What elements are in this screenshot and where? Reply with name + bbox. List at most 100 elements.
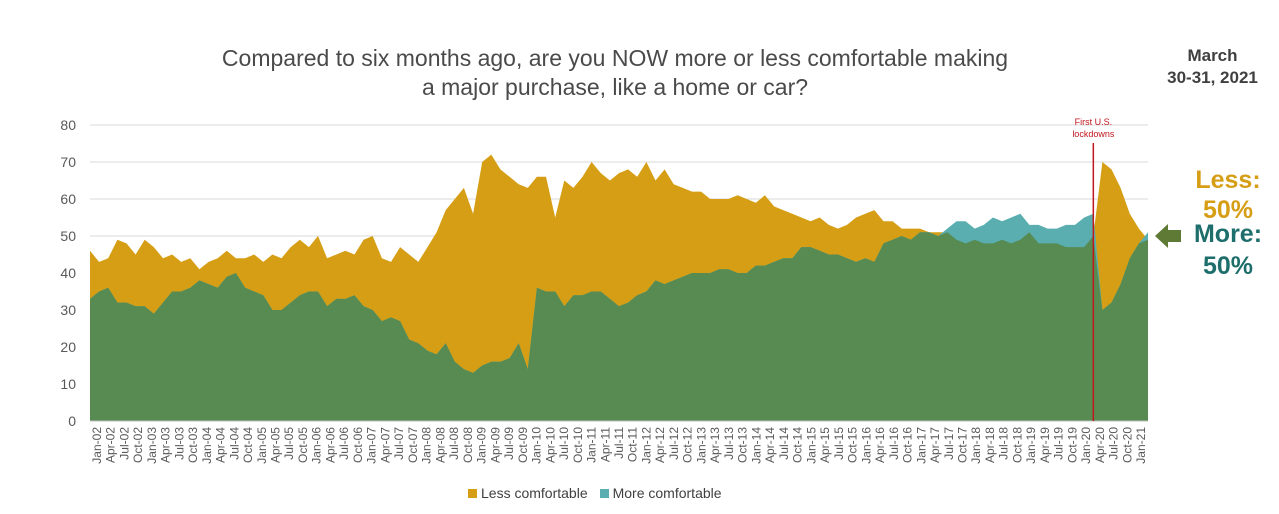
x-tick-label: Apr-11 [598, 427, 612, 462]
x-tick-label: Jan-10 [530, 427, 544, 464]
x-tick-label: Jul-18 [997, 427, 1011, 460]
chart-title: Compared to six months ago, are you NOW … [150, 44, 1080, 102]
x-tick-label: Apr-07 [378, 427, 392, 463]
overlap-area [90, 232, 1148, 421]
x-axis: Jan-02 Apr-02 Jul-02 Oct-02 Jan-03 Apr-03 Jul-… [90, 420, 1148, 464]
x-tick-label: Jul-11 [612, 427, 626, 459]
x-tick-label: Jan-19 [1024, 427, 1038, 464]
legend-swatch-more [599, 488, 609, 498]
legend-label-less: Less comfortable [481, 485, 588, 501]
x-tick-label: Jul-08 [447, 427, 461, 460]
x-tick-label: Apr-12 [653, 427, 667, 463]
arrow-icon [1155, 224, 1181, 248]
x-tick-label: Apr-05 [269, 427, 283, 463]
legend-label-more: More comfortable [612, 485, 722, 501]
y-axis-tick-labels: 0 10 20 30 40 50 60 70 80 [60, 117, 76, 429]
x-tick-label: Oct-05 [296, 427, 310, 463]
x-tick-label: Apr-08 [433, 427, 447, 463]
x-tick-label: Jan-05 [255, 427, 269, 464]
x-tick-label: Apr-14 [763, 427, 777, 463]
x-tick-label: Jan-21 [1134, 427, 1148, 464]
y-tick-label: 50 [60, 228, 76, 244]
x-tick-label: Jul-07 [392, 427, 406, 460]
x-tick-label: Jan-13 [694, 427, 708, 464]
x-tick-label: Oct-03 [186, 427, 200, 463]
x-tick-label: Jul-17 [942, 427, 956, 460]
more-value: 50% [1202, 252, 1254, 280]
x-tick-label: Jan-17 [914, 427, 928, 464]
x-tick-label: Jan-08 [420, 427, 434, 464]
x-tick-label: Jul-03 [172, 427, 186, 460]
x-tick-label: Oct-11 [626, 427, 640, 462]
x-tick-label: Apr-10 [543, 427, 557, 463]
x-tick-label: Oct-14 [791, 427, 805, 463]
y-tick-label: 30 [60, 302, 76, 318]
x-tick-label: Apr-19 [1038, 427, 1052, 463]
x-tick-label: Oct-18 [1011, 427, 1025, 463]
x-tick-label: Jul-15 [832, 427, 846, 460]
x-tick-label: Apr-13 [708, 427, 722, 463]
x-tick-label: Oct-04 [241, 427, 255, 463]
x-tick-label: Jul-09 [502, 427, 516, 460]
chart-title-line-1: Compared to six months ago, are you NOW … [221, 45, 1009, 71]
lockdown-annotation-line-1: First U.S. [1075, 117, 1113, 127]
x-tick-label: Jan-14 [749, 427, 763, 464]
x-tick-label: Jul-13 [722, 427, 736, 460]
x-tick-label: Jan-09 [475, 427, 489, 464]
x-tick-label: Apr-03 [159, 427, 173, 463]
x-tick-label: Jul-05 [282, 427, 296, 460]
survey-date-line-1: March [1187, 46, 1238, 65]
x-tick-label: Oct-10 [571, 427, 585, 463]
x-tick-label: Jul-04 [227, 427, 241, 460]
x-tick-label: Oct-16 [901, 427, 915, 463]
x-tick-label: Jan-12 [640, 427, 654, 464]
x-tick-label: Jul-14 [777, 427, 791, 460]
x-tick-label: Oct-17 [956, 427, 970, 463]
x-tick-label: Apr-16 [873, 427, 887, 463]
x-tick-label: Apr-18 [983, 427, 997, 463]
x-tick-label: Oct-08 [461, 427, 475, 463]
y-tick-label: 70 [60, 154, 76, 170]
x-tick-label: Jan-15 [804, 427, 818, 464]
x-tick-label: Apr-20 [1093, 427, 1107, 463]
x-tick-label: Jul-16 [887, 427, 901, 460]
x-tick-label: Oct-06 [351, 427, 365, 463]
x-tick-label: Jan-04 [200, 427, 214, 464]
x-tick-label: Oct-09 [516, 427, 530, 463]
x-tick-label: Jan-11 [585, 427, 599, 463]
x-tick-label: Jul-02 [117, 427, 131, 460]
y-tick-label: 0 [68, 413, 76, 429]
area-series [90, 154, 1148, 421]
chart-title-line-2: a major purchase, like a home or car? [421, 74, 809, 100]
x-tick-label: Jul-10 [557, 427, 571, 460]
lockdown-annotation: First U.S. lockdowns [1072, 117, 1115, 421]
chart-legend: Less comfortable More comfortable [468, 485, 722, 501]
x-tick-label: Jul-06 [337, 427, 351, 460]
x-tick-label: Apr-04 [214, 427, 228, 463]
y-tick-label: 40 [60, 265, 76, 281]
x-tick-label: Jul-19 [1052, 427, 1066, 460]
x-tick-label: Jan-20 [1079, 427, 1093, 464]
y-tick-label: 60 [60, 191, 76, 207]
legend-item-more: More comfortable [599, 485, 722, 501]
less-label: Less: [1195, 166, 1261, 194]
y-tick-label: 20 [60, 339, 76, 355]
x-tick-label: Apr-09 [488, 427, 502, 463]
x-tick-label: Apr-15 [818, 427, 832, 463]
x-tick-label: Oct-02 [131, 427, 145, 463]
x-tick-label: Jan-18 [969, 427, 983, 464]
legend-item-less: Less comfortable [468, 485, 588, 501]
x-tick-label: Apr-17 [928, 427, 942, 463]
x-tick-label: Jan-03 [145, 427, 159, 464]
x-tick-label: Oct-19 [1065, 427, 1079, 463]
x-tick-label: Jul-20 [1107, 427, 1121, 460]
x-tick-label: Apr-02 [104, 427, 118, 463]
x-tick-label: Jul-12 [667, 427, 681, 460]
x-tick-label: Oct-20 [1120, 427, 1134, 463]
x-tick-label: Oct-15 [846, 427, 860, 463]
x-tick-label: Jan-07 [365, 427, 379, 464]
less-value: 50% [1202, 196, 1254, 224]
survey-date: March 30-31, 2021 [1150, 45, 1275, 89]
x-tick-label: Jan-06 [310, 427, 324, 464]
